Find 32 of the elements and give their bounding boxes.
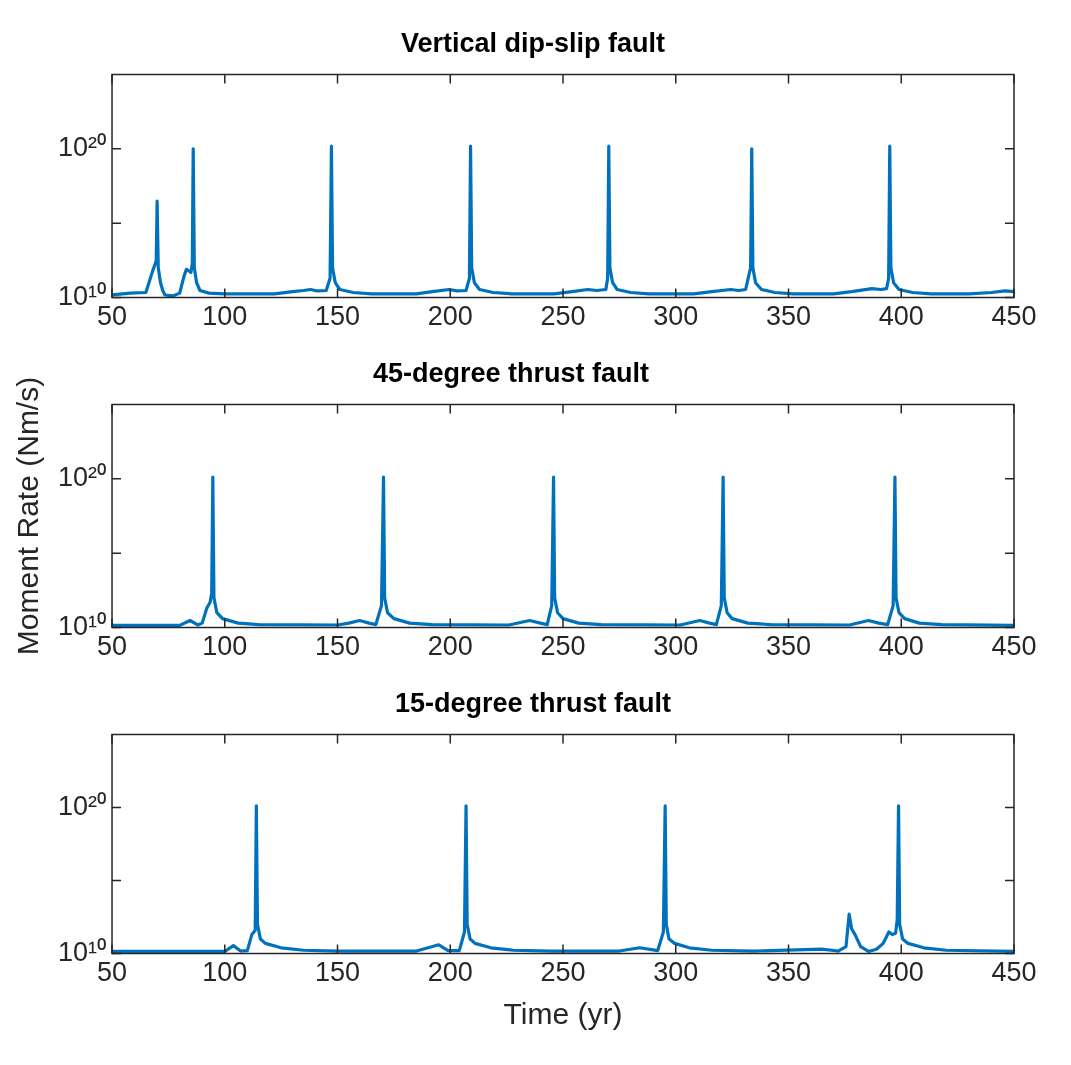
x-tick-label: 400 [878, 631, 924, 662]
y-tick-label: 10²⁰ [57, 462, 107, 493]
x-tick-label: 200 [427, 301, 473, 332]
x-tick-label: 100 [202, 301, 248, 332]
y-axis-title: Moment Rate (Nm/s) [11, 376, 45, 656]
chart-title: 45-degree thrust fault [372, 357, 650, 388]
x-axis-title: Time (yr) [503, 997, 623, 1031]
x-tick-label: 450 [991, 301, 1037, 332]
x-tick-label: 450 [991, 957, 1037, 988]
x-tick-label: 150 [314, 631, 361, 662]
x-tick-label: 250 [540, 957, 586, 988]
x-tick-label: 100 [202, 631, 248, 662]
chart-title: Vertical dip-slip fault [400, 27, 666, 58]
x-tick-label: 300 [653, 631, 699, 662]
x-tick-label: 200 [427, 957, 473, 988]
x-tick-label: 150 [314, 957, 361, 988]
chart-title: 15-degree thrust fault [394, 687, 672, 718]
x-tick-label: 300 [653, 957, 699, 988]
x-tick-label: 450 [991, 631, 1037, 662]
x-tick-label: 350 [765, 631, 812, 662]
y-tick-label: 10²⁰ [57, 132, 107, 163]
x-tick-label: 150 [314, 301, 361, 332]
x-tick-label: 100 [202, 957, 248, 988]
x-tick-label: 250 [540, 631, 586, 662]
y-tick-label: 10²⁰ [57, 790, 107, 821]
x-tick-label: 400 [878, 957, 924, 988]
x-tick-label: 300 [653, 301, 699, 332]
x-tick-label: 200 [427, 631, 473, 662]
x-tick-label: 250 [540, 301, 586, 332]
x-tick-label: 400 [878, 301, 924, 332]
x-tick-label: 350 [765, 957, 812, 988]
x-tick-label: 350 [765, 301, 812, 332]
